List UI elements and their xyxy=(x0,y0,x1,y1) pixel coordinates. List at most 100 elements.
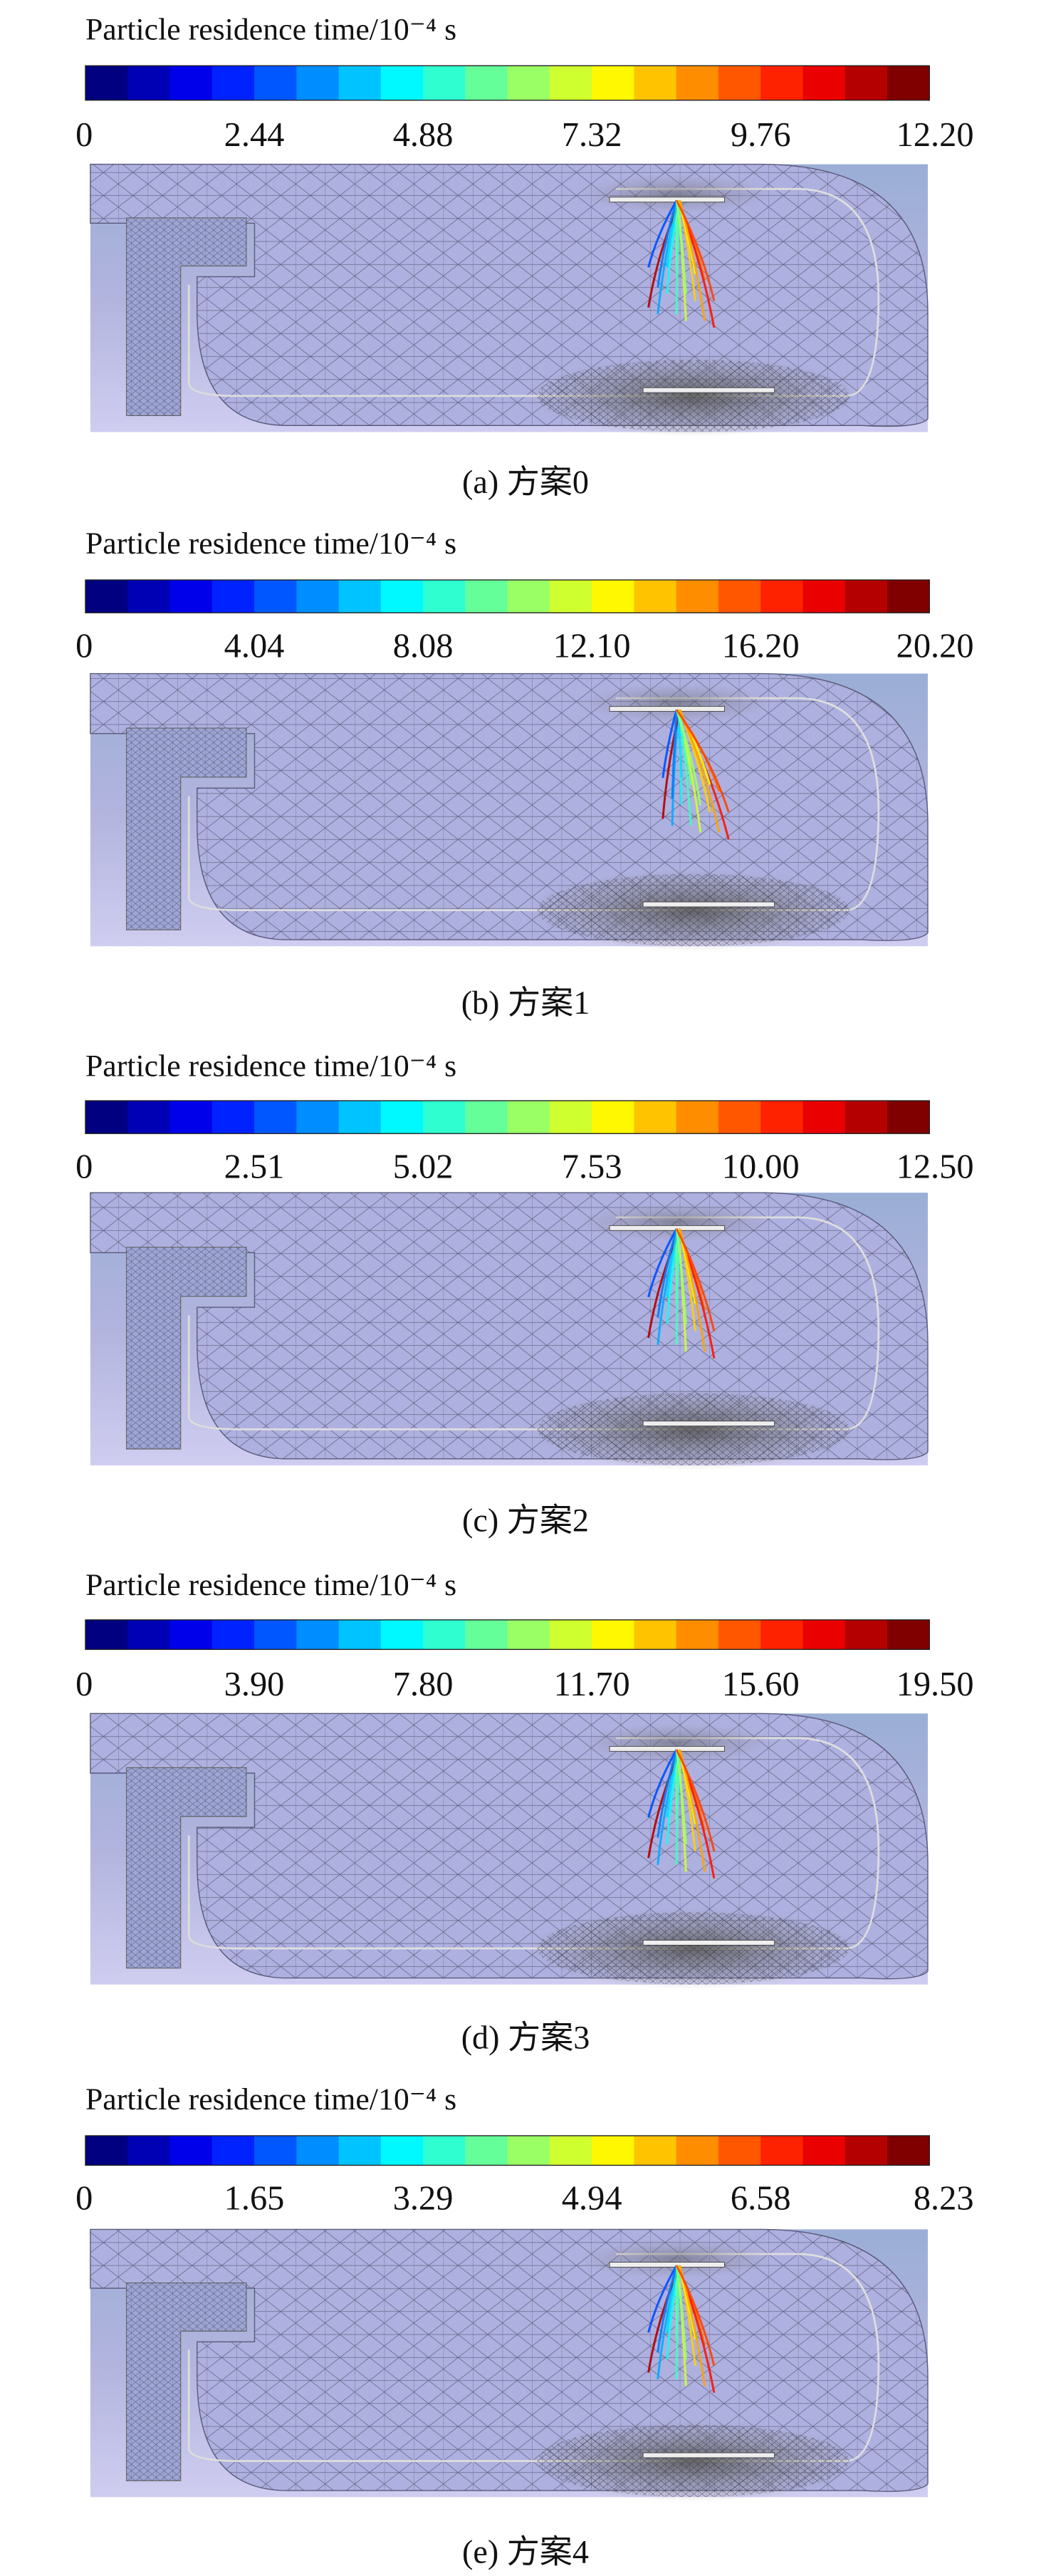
colorbar-segment xyxy=(211,1619,255,1650)
colorbar-segment xyxy=(338,1619,382,1650)
dense-mesh xyxy=(577,1723,775,1763)
particle-track xyxy=(657,1228,678,1318)
colorbar-segment xyxy=(380,66,424,100)
colorbar-segment xyxy=(423,1619,466,1650)
colorbar-segment xyxy=(718,1101,761,1134)
colorbar-segment xyxy=(507,580,550,613)
dense-mesh xyxy=(577,1203,775,1242)
colorbar-tick-label: 6.58 xyxy=(731,2180,791,2218)
inner-channel xyxy=(187,1216,880,1430)
colorbar-segment xyxy=(296,1101,340,1134)
colorbar-segment xyxy=(549,66,592,100)
nozzle xyxy=(642,901,775,908)
colorbar-segment xyxy=(254,1619,297,1650)
colorbar-segment xyxy=(85,1619,128,1650)
colorbar-segment xyxy=(718,580,761,613)
particle-track xyxy=(675,1749,687,1845)
dense-mesh xyxy=(577,2239,775,2279)
colorbar-tick-label: 15.60 xyxy=(722,1666,800,1703)
left-block-mesh xyxy=(126,217,246,416)
inner-channel xyxy=(187,1737,880,1950)
particle-track xyxy=(647,199,678,268)
colorbar-tick-label: 0 xyxy=(75,116,93,154)
colorbar-segment xyxy=(676,2135,719,2166)
dense-mesh xyxy=(577,683,775,723)
colorbar-tick-label: 4.94 xyxy=(562,2180,622,2218)
colorbar-segment xyxy=(127,580,171,613)
particle-track xyxy=(662,709,678,779)
colorbar-segment xyxy=(465,66,508,100)
particle-track xyxy=(647,1228,678,1298)
colorbar-tick-label: 8.08 xyxy=(393,627,454,665)
colorbar-segment xyxy=(296,2135,340,2166)
colorbar-segment xyxy=(254,2135,297,2166)
dense-mesh xyxy=(537,1393,849,1466)
panel: Particle residence time/10⁻⁴ s 0 2.51 5.02 7… xyxy=(75,1049,973,1539)
colorbar-segment xyxy=(549,1101,592,1134)
colorbar-segment xyxy=(760,66,804,100)
injector xyxy=(609,706,725,712)
mesh-image xyxy=(90,2228,929,2503)
colorbar-segment xyxy=(845,1101,888,1134)
particle-track xyxy=(647,1749,678,1818)
colorbar-segment xyxy=(592,1101,635,1134)
colorbar-segment xyxy=(760,2135,804,2166)
colorbar-title: Particle residence time/10⁻⁴ s xyxy=(85,2082,456,2117)
caption: (b) 方案1 xyxy=(461,985,590,1021)
particle-track xyxy=(675,709,730,813)
colorbar-segment xyxy=(338,2135,382,2166)
colorbar-segment xyxy=(85,66,128,100)
dense-mesh xyxy=(577,174,775,214)
colorbar-segment xyxy=(634,66,677,100)
colorbar-frame xyxy=(85,579,930,613)
colorbar-segment xyxy=(85,2135,128,2166)
colorbar-segment xyxy=(802,2135,846,2166)
dense-mesh xyxy=(537,2424,849,2498)
colorbar-segment xyxy=(718,1619,761,1650)
caption: (a) 方案0 xyxy=(462,464,589,500)
colorbar-segment xyxy=(465,1101,508,1134)
colorbar-segment xyxy=(507,1619,550,1650)
injector xyxy=(609,1745,725,1752)
particle-track xyxy=(675,1749,716,1852)
colorbar-segment xyxy=(423,580,466,613)
colorbar-segment xyxy=(507,1101,550,1134)
colorbar-segment xyxy=(845,580,888,613)
mesh-image xyxy=(90,672,929,952)
colorbar-tick-label: 1.65 xyxy=(224,2180,285,2218)
particle-track xyxy=(657,199,678,288)
colorbar-frame xyxy=(85,1100,930,1134)
panel: Particle residence time/10⁻⁴ s 0 1.65 3.29 4… xyxy=(75,2082,973,2570)
colorbar-segment xyxy=(380,1101,424,1134)
nozzle xyxy=(642,2452,775,2458)
colorbar-tick-label: 4.88 xyxy=(393,116,454,154)
colorbar-segment xyxy=(887,1619,930,1650)
colorbar-title: Particle residence time/10⁻⁴ s xyxy=(85,1568,456,1602)
colorbar-segment xyxy=(676,1101,719,1134)
colorbar-title: Particle residence time/10⁻⁴ s xyxy=(85,1049,456,1084)
injector xyxy=(609,1225,725,1231)
colorbar-segment xyxy=(634,1619,677,1650)
inner-channel xyxy=(187,187,880,398)
colorbar-segment xyxy=(760,1101,804,1134)
colorbar-tick-label: 0 xyxy=(75,1666,93,1703)
panel: Particle residence time/10⁻⁴ s 0 2.44 4.88 7… xyxy=(75,12,973,499)
colorbar-tick-label: 12.50 xyxy=(896,1148,974,1185)
colorbar-segment xyxy=(634,2135,677,2166)
colorbar-segment xyxy=(296,66,340,100)
colorbar-segment xyxy=(85,1101,128,1134)
colorbar-segment xyxy=(211,66,255,100)
colorbar-tick-label: 12.20 xyxy=(896,116,974,154)
colorbar-segment xyxy=(254,1101,297,1134)
colorbar-tick-label: 20.20 xyxy=(896,627,974,665)
colorbar-segment xyxy=(85,580,128,613)
particle-track xyxy=(662,709,681,819)
particle-track xyxy=(675,199,716,301)
colorbar-segment xyxy=(423,66,466,100)
dense-mesh xyxy=(537,873,849,947)
colorbar-tick-label: 0 xyxy=(75,627,93,665)
colorbar-tick-label: 0 xyxy=(75,2180,93,2218)
colorbar-segment xyxy=(169,1101,213,1134)
mesh-image xyxy=(90,1713,929,1990)
nozzle xyxy=(642,1421,775,1427)
